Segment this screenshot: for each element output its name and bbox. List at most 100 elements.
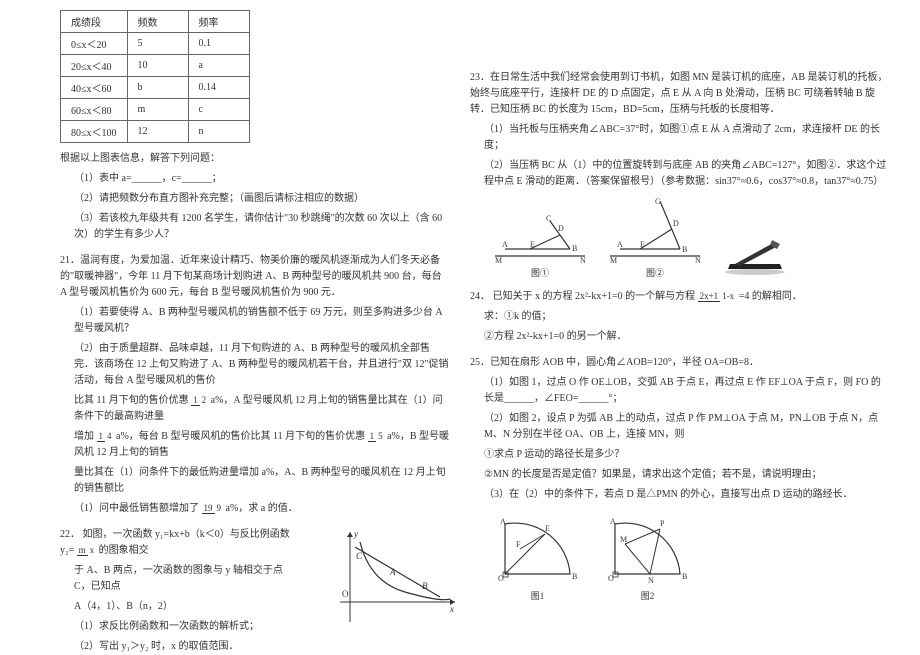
table-cell: n <box>188 121 249 143</box>
svg-text:O: O <box>342 589 349 599</box>
question-24: 24． 已知关于 x 的方程 2x²-kx+1=0 的一个解与方程 2x+11-… <box>470 289 890 345</box>
table-cell: 0≤x＜20 <box>61 33 128 55</box>
svg-text:C: C <box>546 214 551 223</box>
question-25: 25．已知在扇形 AOB 中，圆心角∠AOB=120°，半径 OA=OB=8． … <box>470 355 890 602</box>
q21-sub2e: （1）问中最低销售额增加了 199 a%，求 a 的值． <box>60 501 450 517</box>
svg-text:D: D <box>673 219 679 228</box>
svg-text:O: O <box>498 574 504 583</box>
svg-text:x: x <box>449 604 454 614</box>
fig2-label: 图② <box>605 266 705 279</box>
q25-sub2b: ②MN 的长度是否是定值？如果是，请求出这个定值；若不是，请说明理由； <box>470 467 890 483</box>
table-cell: 12 <box>127 121 188 143</box>
svg-text:A: A <box>389 567 396 577</box>
table-cell: 40≤x＜60 <box>61 77 128 99</box>
table-cell: a <box>188 55 249 77</box>
table-row: 0≤x＜2050.1 <box>61 33 250 55</box>
q25-sub1: （1）如图 1，过点 O 作 OE⊥OB，交弧 AB 于点 E，再过点 E 作 … <box>470 375 890 407</box>
svg-text:A: A <box>500 517 506 526</box>
q22-line2: 于 A、B 两点，一次函数的图象与 y 轴相交于点 C，已知点 <box>60 563 294 595</box>
frac-quarter: 14 <box>97 432 114 441</box>
frac-fifth: 15 <box>368 432 385 441</box>
q25-fig1-label: 图1 <box>490 589 585 602</box>
q24-num: 24． <box>470 291 490 302</box>
svg-text:M: M <box>620 535 627 544</box>
q22-sub1: （1）求反比例函数和一次函数的解析式； <box>60 619 294 635</box>
q21-num: 21． <box>60 255 80 266</box>
svg-text:N: N <box>580 256 586 265</box>
table-cell: 5 <box>127 33 188 55</box>
q23-intro: 23．在日常生活中我们经常会使用到订书机，如图 MN 是装订机的底座，AB 是装… <box>470 70 890 118</box>
svg-text:B: B <box>422 581 428 591</box>
q25-sub2: （2）如图 2，设点 P 为弧 AB 上的动点，过点 P 作 PM⊥OA 于点 … <box>470 411 890 443</box>
frac-2x1: 2x+11-x <box>698 292 737 301</box>
table-header-row: 成绩段 频数 频率 <box>61 11 250 33</box>
svg-text:B: B <box>682 572 687 581</box>
table-cell: 20≤x＜40 <box>61 55 128 77</box>
left-column: 成绩段 频数 频率 0≤x＜2050.120≤x＜4010a40≤x＜60b0.… <box>0 0 460 651</box>
q20-sub2: （2）请把频数分布直方图补充完整；（画图后请标注相应的数据） <box>60 191 450 207</box>
svg-text:D: D <box>558 224 564 233</box>
q21-sub2: （2）由于质量超群、品味卓越，11 月下旬购进的 A、B 两种型号的暖风机全部售… <box>60 341 450 389</box>
svg-text:B: B <box>572 572 577 581</box>
table-cell: b <box>127 77 188 99</box>
svg-text:A: A <box>617 240 623 249</box>
q20-line1: 根据以上图表信息，解答下列问题： <box>60 151 450 167</box>
fig1-label: 图① <box>490 266 590 279</box>
q23-sub1: （1）当托板与压柄夹角∠ABC=37°时，如图①点 E 从 A 点滑动了 2cm… <box>470 122 890 154</box>
svg-text:A: A <box>502 240 508 249</box>
q22-line1: 22． 如图，一次函数 y₁=kx+b（k＜0）与反比例函数 y₂= mx 的图… <box>60 527 294 559</box>
svg-text:B: B <box>682 245 687 254</box>
question-23: 23．在日常生活中我们经常会使用到订书机，如图 MN 是装订机的底座，AB 是装… <box>470 70 890 279</box>
table-row: 80≤x＜10012n <box>61 121 250 143</box>
svg-text:E: E <box>545 524 550 533</box>
q25-fig1: A E F O B 图1 <box>490 509 585 602</box>
svg-text:F: F <box>516 540 521 549</box>
q23-num: 23． <box>470 72 490 83</box>
q25-sub3: （3）在（2）中的条件下，若点 D 是△PMN 的外心，直接写出点 D 运动的路… <box>470 487 890 503</box>
col-freq: 频数 <box>127 11 188 33</box>
q23-sub2: （2）当压柄 BC 从（1）中的位置旋转到与底座 AB 的夹角∠ABC=127°… <box>470 158 890 190</box>
q20-sub1: （1）表中 a=______，c=______； <box>60 171 450 187</box>
q25-fig2: A M P N O B 图2 <box>600 509 695 602</box>
q21-intro: 21．温润有度，为爱加温．近年来设计精巧、物美价廉的暖风机逐渐成为人们冬天必备的… <box>60 253 450 301</box>
table-cell: 80≤x＜100 <box>61 121 128 143</box>
svg-text:M: M <box>495 256 502 265</box>
col-rate: 频率 <box>188 11 249 33</box>
q21-intro-text: 温润有度，为爱加温．近年来设计精巧、物美价廉的暖风机逐渐成为人们冬天必备的"取暖… <box>60 255 442 298</box>
question-22: 22． 如图，一次函数 y₁=kx+b（k＜0）与反比例函数 y₂= mx 的图… <box>60 527 450 655</box>
q21-sub1: （1）若要使得 A、B 两种型号暖风机的销售额不低于 69 万元，则至多购进多少… <box>60 305 450 337</box>
question-21: 21．温润有度，为爱加温．近年来设计精巧、物美价廉的暖风机逐渐成为人们冬天必备的… <box>60 253 450 517</box>
svg-text:O: O <box>608 574 614 583</box>
frac-half: 12 <box>191 396 208 405</box>
q23-figures: A E B D C M N 图① A E B <box>490 196 890 279</box>
q22-chart: O y x C A B <box>310 527 460 627</box>
q20-sub3: （3）若该校九年级共有 1200 名学生，请你估计"30 秒跳绳"的次数 60 … <box>60 211 450 243</box>
frequency-table: 成绩段 频数 频率 0≤x＜2050.120≤x＜4010a40≤x＜60b0.… <box>60 10 250 143</box>
table-row: 20≤x＜4010a <box>61 55 250 77</box>
svg-text:N: N <box>648 576 654 585</box>
stapler-icon <box>720 224 790 279</box>
q22-num: 22． <box>60 529 80 540</box>
table-cell: c <box>188 99 249 121</box>
svg-text:C: C <box>655 197 660 206</box>
q22-line3: A（4，1）、B（n，2） <box>60 599 294 615</box>
q23-fig1: A E B D C M N 图① <box>490 211 590 279</box>
svg-text:B: B <box>572 244 577 253</box>
svg-text:A: A <box>610 517 616 526</box>
q22-sub2: （2）写出 y₁＞y₂ 时，x 的取值范围． <box>60 639 294 655</box>
svg-text:P: P <box>660 519 665 528</box>
svg-text:y: y <box>353 529 358 539</box>
table-row: 40≤x＜60b0.14 <box>61 77 250 99</box>
svg-text:N: N <box>695 256 701 265</box>
q24-sub2: ②方程 2x²-kx+1=0 的另一个解． <box>470 329 890 345</box>
table-cell: 60≤x＜80 <box>61 99 128 121</box>
q24-line1: 24． 已知关于 x 的方程 2x²-kx+1=0 的一个解与方程 2x+11-… <box>470 289 890 305</box>
table-row: 60≤x＜80mc <box>61 99 250 121</box>
table-cell: 10 <box>127 55 188 77</box>
svg-text:C: C <box>356 551 363 561</box>
svg-text:M: M <box>610 256 617 265</box>
q25-figures: A E F O B 图1 A M P N <box>490 509 890 602</box>
q25-intro: 25．已知在扇形 AOB 中，圆心角∠AOB=120°，半径 OA=OB=8． <box>470 355 890 371</box>
table-cell: 0.1 <box>188 33 249 55</box>
question-20: 根据以上图表信息，解答下列问题： （1）表中 a=______，c=______… <box>60 151 450 243</box>
